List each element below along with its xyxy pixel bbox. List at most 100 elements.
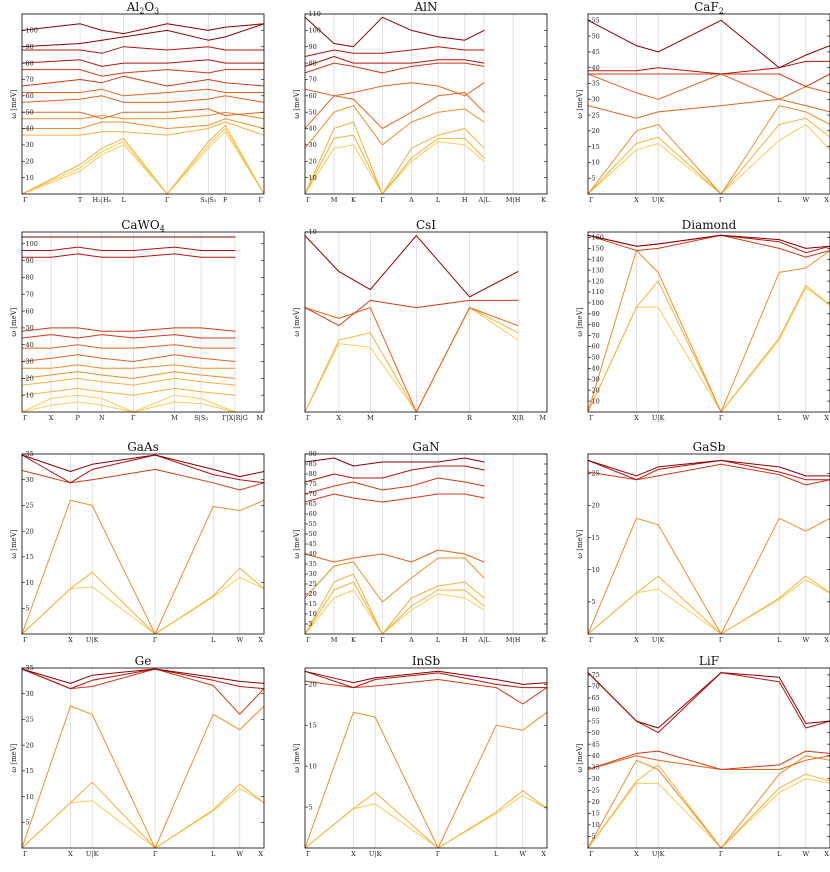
y-axis-label: ω [meV] <box>293 307 301 336</box>
phonon-band <box>21 46 265 54</box>
y-tick-label: 5 <box>592 598 596 606</box>
phonon-band <box>587 750 830 770</box>
phonon-band <box>587 778 830 849</box>
y-tick-label: 10 <box>592 159 600 167</box>
y-tick-label: 50 <box>592 354 600 362</box>
y-tick-label: 20 <box>592 127 600 135</box>
phonon-band <box>22 355 264 362</box>
y-tick-label: 15 <box>26 767 34 775</box>
x-tick-label: Γ <box>589 850 594 858</box>
x-tick-label: M <box>331 636 338 644</box>
y-tick-label: 10 <box>309 762 317 770</box>
x-tick-label: W <box>236 636 243 644</box>
y-axis-label: ω [meV] <box>293 529 301 558</box>
phonon-band <box>587 19 830 69</box>
phonon-band <box>22 388 264 395</box>
y-tick-label: 30 <box>26 358 34 366</box>
phonon-band <box>587 73 830 100</box>
x-tick-label: Γ|X|R|G <box>222 414 248 422</box>
chart-title: AlN <box>413 0 437 14</box>
y-axis-label: ω [meV] <box>10 743 18 772</box>
x-tick-label: Γ <box>306 636 311 644</box>
x-tick-label: Γ <box>23 414 28 422</box>
plot-frame <box>304 13 548 195</box>
y-tick-label: 30 <box>592 775 600 783</box>
phonon-band <box>21 576 265 635</box>
y-tick-label: 40 <box>592 752 600 760</box>
x-tick-label: L <box>777 196 782 204</box>
x-tick-label: Γ <box>436 850 441 858</box>
phonon-band <box>21 454 265 478</box>
phonon-band <box>587 517 830 635</box>
y-tick-label: 40 <box>592 64 600 72</box>
phonon-band <box>21 108 265 120</box>
x-tick-label: Γ <box>131 414 136 422</box>
x-tick-label: N <box>99 414 105 422</box>
phonon-band <box>305 300 547 325</box>
phonon-band <box>22 247 264 250</box>
y-tick-label: 60 <box>26 307 34 315</box>
x-tick-label: X <box>824 414 829 422</box>
y-tick-label: 75 <box>592 671 600 679</box>
y-tick-label: 10 <box>592 397 600 405</box>
phonon-band <box>304 670 548 685</box>
x-tick-label: X <box>49 414 54 422</box>
panel-aln: AlN 10 20 30 40 50 60 70 80 90 100 110 Γ M K Γ A L H A|L M|H… <box>293 0 547 204</box>
phonon-band <box>22 372 264 379</box>
plot-frame <box>587 13 830 195</box>
x-tick-label: M|H <box>506 196 521 204</box>
x-tick-label: K <box>541 196 546 204</box>
x-tick-label: Γ <box>589 636 594 644</box>
y-tick-label: 60 <box>309 510 317 518</box>
y-tick-label: 100 <box>26 240 38 248</box>
x-tick-label: X <box>541 850 546 858</box>
y-tick-label: 30 <box>309 141 317 149</box>
y-tick-label: 90 <box>592 310 600 318</box>
y-axis-label: ω [meV] <box>293 89 301 118</box>
y-tick-label: 70 <box>26 290 34 298</box>
chart-title: LiF <box>699 654 719 668</box>
phonon-band <box>305 582 547 634</box>
x-tick-label: L <box>211 850 216 858</box>
y-tick-label: 50 <box>26 108 34 116</box>
x-tick-label: L <box>121 196 126 204</box>
phonon-band <box>21 23 265 48</box>
y-axis-label: ω [meV] <box>293 743 301 772</box>
chart-title: CaF2 <box>694 0 724 16</box>
phonon-band <box>21 111 265 120</box>
panel-csi: CsI 10 Γ X M Γ R X|R Mω [meV] <box>293 218 547 422</box>
x-tick-label: M <box>256 414 263 422</box>
y-axis-label: ω [meV] <box>10 89 18 118</box>
y-tick-label: 120 <box>592 277 604 285</box>
x-tick-label: Γ <box>23 196 28 204</box>
x-tick-label: Γ <box>306 414 311 422</box>
phonon-band <box>22 335 264 338</box>
phonon-band <box>21 499 265 635</box>
y-tick-label: 25 <box>592 111 600 119</box>
x-tick-label: T <box>78 196 83 204</box>
y-tick-label: 90 <box>309 450 317 458</box>
x-tick-label: P <box>75 414 80 422</box>
phonon-band <box>305 490 547 502</box>
phonon-band <box>21 567 265 635</box>
phonon-band <box>305 93 547 129</box>
y-tick-label: 15 <box>592 143 600 151</box>
x-tick-label: A <box>408 636 414 644</box>
phonon-band <box>21 118 265 129</box>
panel-diamond: Diamond 10 20 30 40 50 60 70 80 90 100 110 120 130 140… <box>576 218 830 422</box>
y-tick-label: 35 <box>592 763 600 771</box>
y-tick-label: 60 <box>26 92 34 100</box>
phonon-band <box>21 468 265 491</box>
y-tick-label: 10 <box>26 391 34 399</box>
x-tick-label: U|K <box>652 196 665 204</box>
y-tick-label: 45 <box>592 48 600 56</box>
phonon-band <box>305 236 547 297</box>
x-tick-label: X <box>258 636 263 644</box>
x-tick-label: X|R <box>512 414 525 422</box>
y-tick-label: 20 <box>26 375 34 383</box>
phonon-band <box>587 117 830 195</box>
y-tick-label: 25 <box>26 716 34 724</box>
phonon-band <box>304 711 548 849</box>
x-tick-label: H₂|H₀ <box>92 196 111 204</box>
panel-al2o3: Al2O3 10 20 30 40 50 60 70 80 90 100 Γ T H₂|H₀ L Γ S₀|S₂… <box>10 0 265 204</box>
